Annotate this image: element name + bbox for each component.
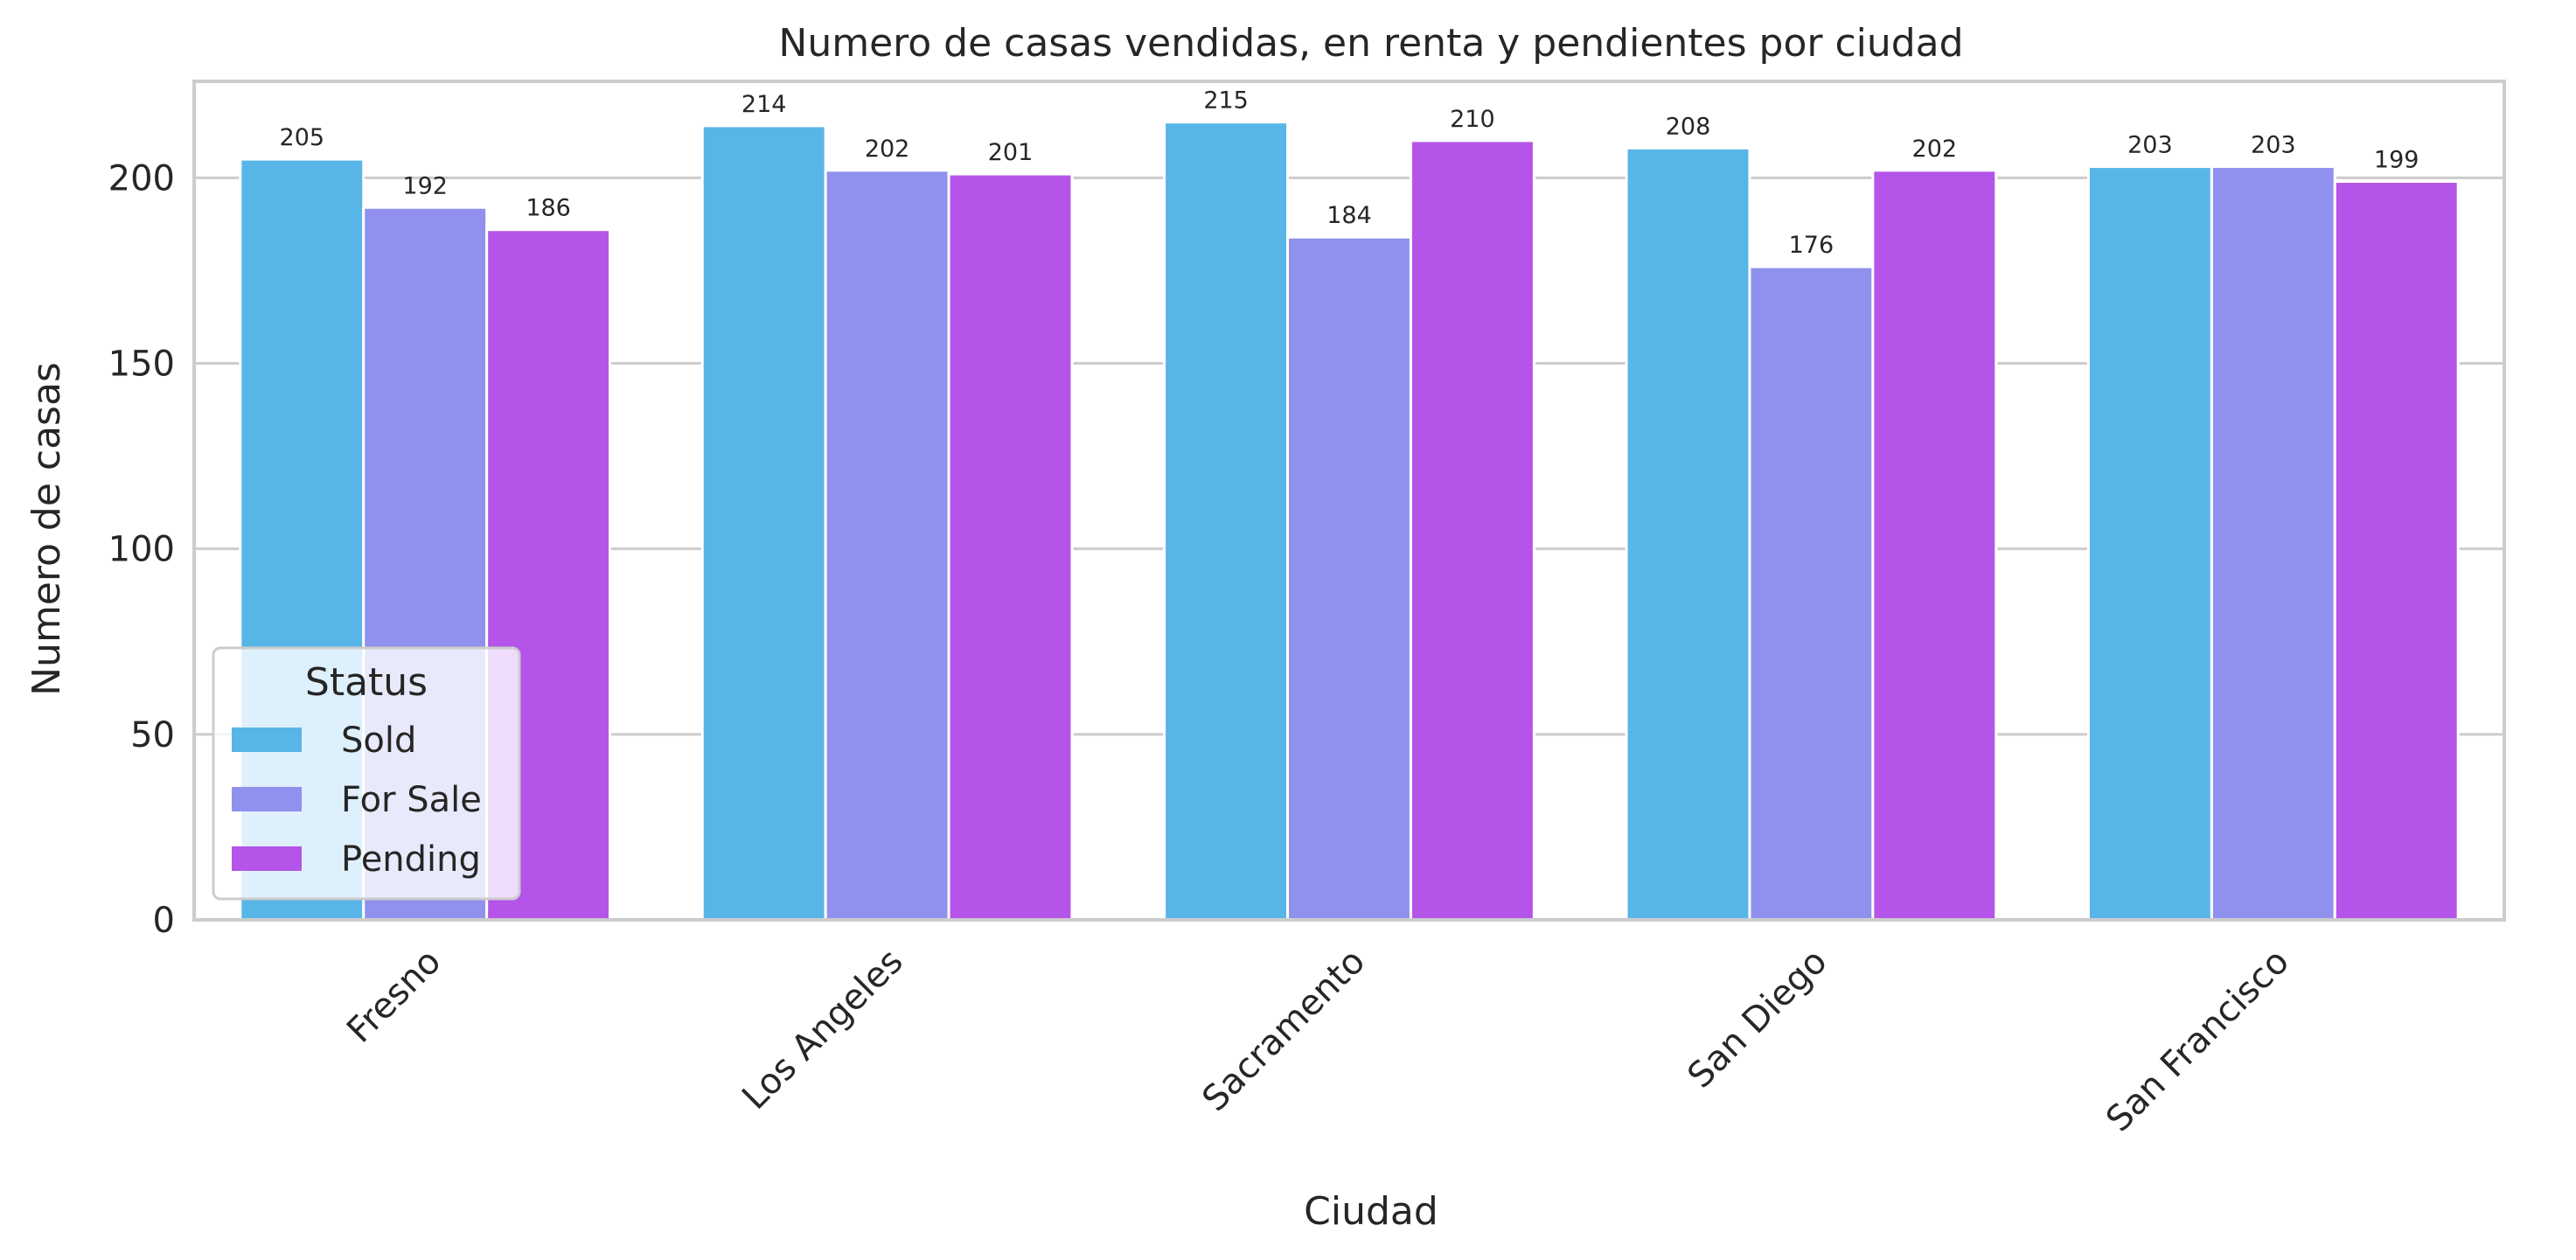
legend-swatch xyxy=(232,727,302,752)
y-tick-label: 150 xyxy=(108,344,175,384)
bar xyxy=(2210,165,2336,922)
bar xyxy=(1748,265,1875,922)
data-label: 208 xyxy=(1666,113,1711,140)
data-label: 202 xyxy=(1912,136,1958,163)
legend-label: Sold xyxy=(341,720,416,761)
x-tick-label: Los Angeles xyxy=(735,942,910,1117)
bar xyxy=(824,169,950,922)
data-label: 199 xyxy=(2374,147,2419,174)
x-axis-ticks: Fresno Los Angeles Sacramento San Diego San … xyxy=(339,942,2297,1140)
bar xyxy=(1625,146,1751,922)
x-tick-label: Sacramento xyxy=(1194,942,1373,1120)
bar xyxy=(947,172,1074,922)
bar xyxy=(1286,235,1412,922)
data-label: 201 xyxy=(988,139,1034,166)
data-label: 205 xyxy=(280,124,325,151)
bars xyxy=(239,121,2460,922)
bar xyxy=(2333,180,2460,922)
x-axis-label: Ciudad xyxy=(1304,1189,1438,1234)
x-tick-label: San Diego xyxy=(1680,942,1835,1096)
legend-items: Sold For Sale Pending xyxy=(232,720,482,880)
x-tick-label: Fresno xyxy=(339,942,449,1051)
data-label: 203 xyxy=(2127,132,2173,159)
data-label: 192 xyxy=(402,172,448,199)
legend-swatch xyxy=(232,846,302,871)
data-label: 176 xyxy=(1789,232,1835,259)
y-tick-label: 200 xyxy=(108,158,175,198)
data-label: 210 xyxy=(1450,106,1495,133)
bar xyxy=(1163,121,1290,922)
bar xyxy=(700,124,827,922)
legend-box xyxy=(212,646,521,901)
x-tick-label: San Francisco xyxy=(2099,942,2297,1140)
y-tick-label: 100 xyxy=(108,530,175,570)
bar xyxy=(1871,169,1998,922)
chart-title: Numero de casas vendidas, en renta y pen… xyxy=(778,21,1963,66)
legend: Status Sold For Sale Pending xyxy=(212,646,521,901)
bar xyxy=(2086,165,2213,922)
legend-label: For Sale xyxy=(341,780,482,820)
data-labels: 205 192 186 214 202 201 215 184 210 208 176 202 203 2… xyxy=(280,87,2419,259)
plot-frame xyxy=(192,80,2506,922)
y-tick-label: 50 xyxy=(130,715,175,755)
y-axis-label: Numero de casas xyxy=(24,362,69,696)
y-tick-label: 0 xyxy=(153,901,175,941)
data-label: 214 xyxy=(741,91,787,118)
legend-title: Status xyxy=(305,660,428,705)
y-axis-ticks: 0 50 100 150 200 xyxy=(108,158,175,941)
data-label: 215 xyxy=(1203,87,1249,115)
data-label: 203 xyxy=(2251,132,2296,159)
data-label: 184 xyxy=(1326,202,1372,229)
legend-swatch xyxy=(232,787,302,811)
data-label: 202 xyxy=(865,136,910,163)
data-label: 186 xyxy=(526,195,571,222)
bar xyxy=(1409,139,1535,922)
legend-label: Pending xyxy=(341,839,481,880)
